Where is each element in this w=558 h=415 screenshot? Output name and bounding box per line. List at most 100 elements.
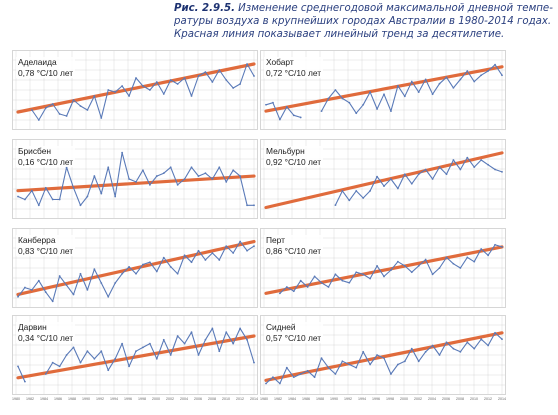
data-point bbox=[320, 357, 323, 360]
x-tick-label: 2008 bbox=[208, 397, 216, 401]
data-point bbox=[369, 189, 372, 192]
data-point bbox=[197, 75, 200, 77]
data-point bbox=[341, 279, 344, 282]
data-point bbox=[142, 263, 144, 266]
data-point bbox=[190, 331, 193, 334]
data-point bbox=[480, 159, 483, 161]
data-point bbox=[176, 83, 179, 85]
data-point bbox=[44, 107, 47, 109]
trend-value: 0,86 °С/10 лет bbox=[266, 245, 322, 256]
data-point bbox=[390, 178, 392, 180]
data-point bbox=[155, 81, 158, 83]
data-point bbox=[128, 365, 130, 368]
data-point bbox=[403, 95, 406, 98]
x-tick-label: 2004 bbox=[180, 397, 188, 401]
data-point bbox=[79, 272, 82, 275]
x-tick-label: 1980 bbox=[260, 397, 268, 401]
x-tick-label: 1994 bbox=[358, 397, 366, 401]
data-point bbox=[376, 175, 378, 178]
data-point bbox=[473, 347, 476, 350]
data-point bbox=[86, 288, 89, 291]
data-point bbox=[93, 175, 96, 177]
city-label: Перт 0,86 °С/10 лет bbox=[264, 235, 324, 256]
data-point bbox=[107, 166, 110, 169]
data-point bbox=[51, 103, 54, 105]
data-point bbox=[51, 300, 54, 303]
data-point bbox=[218, 259, 221, 261]
data-point bbox=[218, 350, 221, 353]
data-point bbox=[341, 189, 344, 192]
trend-value: 0,34 °С/10 лет bbox=[18, 332, 74, 343]
data-point bbox=[183, 77, 186, 79]
data-point bbox=[232, 87, 235, 89]
x-tick-label: 1996 bbox=[372, 397, 380, 401]
data-point bbox=[452, 86, 455, 89]
data-point bbox=[355, 366, 358, 369]
city-label: Канберра 0,83 °С/10 лет bbox=[16, 235, 76, 256]
city-label: Дарвин 0,34 °С/10 лет bbox=[16, 322, 76, 343]
data-point bbox=[51, 198, 54, 201]
trend-value: 0,83 °С/10 лет bbox=[18, 245, 74, 256]
data-point bbox=[285, 105, 288, 108]
x-tick-label: 1990 bbox=[330, 397, 338, 401]
city-name: Аделаида bbox=[18, 57, 57, 67]
data-point bbox=[204, 259, 207, 261]
trend-value: 0,72 °С/10 лет bbox=[266, 67, 322, 78]
data-point bbox=[327, 97, 330, 100]
data-point bbox=[369, 91, 372, 94]
x-tick-label: 2000 bbox=[400, 397, 408, 401]
data-point bbox=[37, 204, 40, 207]
x-tick-label: 1992 bbox=[96, 397, 104, 401]
data-point bbox=[452, 347, 455, 350]
city-name: Канберра bbox=[18, 235, 56, 245]
x-tick-label: 2002 bbox=[414, 397, 422, 401]
data-point bbox=[501, 170, 503, 173]
data-point bbox=[341, 97, 344, 100]
data-point bbox=[376, 108, 378, 110]
x-tick-label: 1986 bbox=[302, 397, 310, 401]
data-point bbox=[128, 95, 130, 97]
x-tick-label: 1986 bbox=[54, 397, 62, 401]
data-point bbox=[79, 361, 82, 364]
x-tick-label: 1998 bbox=[138, 397, 146, 401]
trend-value: 0,57 °С/10 лет bbox=[266, 332, 322, 343]
data-point bbox=[501, 245, 503, 248]
data-point bbox=[93, 268, 96, 271]
data-point bbox=[107, 89, 110, 91]
data-point bbox=[218, 69, 221, 71]
data-point bbox=[169, 166, 172, 169]
data-point bbox=[232, 252, 235, 254]
trend-line bbox=[16, 62, 256, 114]
data-point bbox=[58, 113, 61, 115]
data-point bbox=[480, 74, 483, 77]
x-tick-label: 1980 bbox=[12, 397, 20, 401]
chart-panel-1: Хобарт 0,72 °С/10 лет bbox=[260, 50, 514, 134]
data-point bbox=[369, 363, 372, 366]
data-point bbox=[218, 166, 221, 169]
x-tick-label: 1988 bbox=[68, 397, 76, 401]
data-point bbox=[438, 354, 441, 356]
data-point bbox=[190, 261, 193, 264]
data-point bbox=[445, 76, 448, 79]
data-point bbox=[197, 175, 200, 177]
x-tick-label: 1982 bbox=[26, 397, 34, 401]
data-point bbox=[162, 256, 165, 259]
data-point bbox=[204, 172, 207, 175]
data-point bbox=[424, 350, 427, 353]
data-point bbox=[253, 75, 255, 77]
data-point bbox=[72, 186, 75, 189]
data-point bbox=[114, 357, 117, 360]
data-point bbox=[37, 279, 40, 282]
data-point bbox=[72, 346, 75, 349]
data-point bbox=[473, 80, 476, 83]
data-point bbox=[162, 338, 165, 341]
data-point bbox=[239, 175, 242, 177]
data-point bbox=[239, 240, 242, 243]
data-point bbox=[334, 204, 337, 207]
data-point bbox=[383, 357, 385, 360]
data-point bbox=[225, 79, 228, 81]
data-point bbox=[376, 264, 378, 267]
data-point bbox=[410, 271, 413, 274]
data-point bbox=[355, 189, 358, 192]
city-label: Сидней 0,57 °С/10 лет bbox=[264, 322, 324, 343]
